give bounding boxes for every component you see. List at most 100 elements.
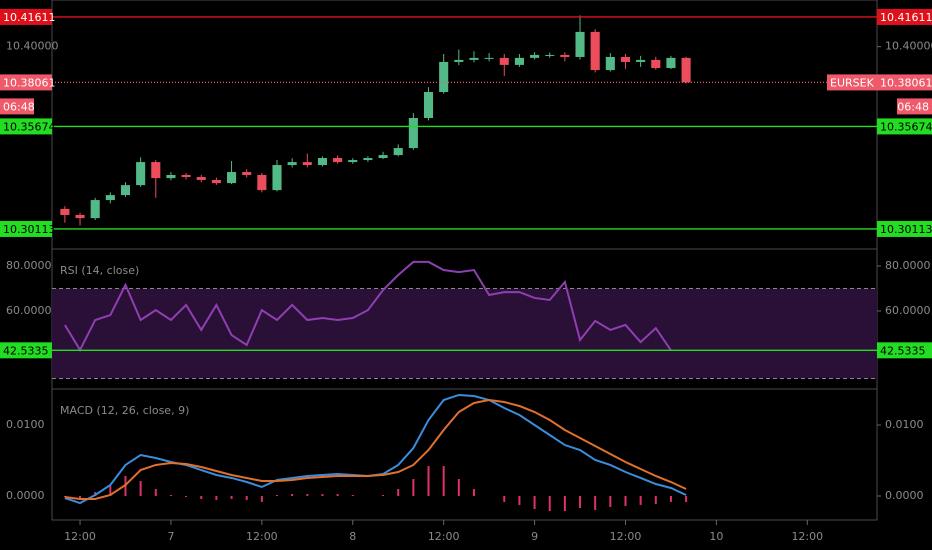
candle-body xyxy=(545,54,555,56)
candle-body xyxy=(605,56,615,71)
candle-body xyxy=(287,162,297,166)
candle-body xyxy=(514,57,524,65)
y-tick-label-left: 0.0000 xyxy=(6,489,45,502)
histogram-bar xyxy=(245,496,248,501)
candle-body xyxy=(363,158,373,161)
level-label-right: 10.38061 xyxy=(880,76,932,89)
candle-body xyxy=(120,185,131,196)
candle-body xyxy=(666,57,676,69)
histogram-bar xyxy=(306,494,309,497)
candle-body xyxy=(136,162,146,186)
symbol-label-box xyxy=(827,74,877,91)
histogram-bar xyxy=(200,496,203,499)
histogram-bar xyxy=(548,496,551,511)
candle-body xyxy=(75,214,85,219)
candle-body xyxy=(681,57,691,83)
histogram-bar xyxy=(579,496,582,509)
histogram-bar xyxy=(609,496,612,508)
x-tick-label: 12:00 xyxy=(610,530,642,543)
y-tick-label-right: 80.0000 xyxy=(885,259,931,272)
y-tick-label-left: 10.40000 xyxy=(6,40,59,53)
level-label-right-box xyxy=(877,118,932,135)
histogram-bar xyxy=(276,495,278,497)
plot-frame xyxy=(51,0,878,521)
level-label-left: 10.35674 xyxy=(3,120,56,133)
candle-body xyxy=(636,59,646,62)
candle-body xyxy=(620,56,631,62)
indicator-line xyxy=(64,398,687,500)
histogram-bar xyxy=(139,481,142,497)
histogram-bar xyxy=(427,466,430,497)
x-tick-label: 7 xyxy=(167,530,174,543)
countdown-left: 06:48 xyxy=(3,100,35,113)
level-label-left-box xyxy=(0,8,52,25)
level-label-left: 10.30113 xyxy=(3,223,56,236)
histogram-bar xyxy=(215,496,218,500)
y-tick-label-right: 0.0100 xyxy=(885,418,924,431)
candle-body xyxy=(196,177,206,180)
countdown-right: 06:48 xyxy=(897,100,929,113)
histogram-bar xyxy=(230,496,233,499)
candle-body xyxy=(242,172,252,175)
level-label-right-box xyxy=(877,8,932,25)
candle-body xyxy=(302,162,312,166)
countdown-right-box xyxy=(897,98,932,115)
candle-body xyxy=(469,57,479,60)
candle-body xyxy=(590,31,600,71)
candle-body xyxy=(651,59,661,69)
histogram-bar xyxy=(291,493,294,497)
histogram-bar xyxy=(154,489,157,497)
candle-body xyxy=(181,174,191,178)
y-tick-label-right: 60.0000 xyxy=(885,304,931,317)
histogram-bar xyxy=(624,496,627,507)
histogram-bar xyxy=(472,489,475,497)
histogram-bar xyxy=(533,496,536,509)
histogram-bar xyxy=(351,495,354,497)
x-tick-label: 9 xyxy=(531,530,538,543)
histogram-bar xyxy=(63,496,66,497)
level-label-right: 10.35674 xyxy=(880,120,932,133)
histogram-bar xyxy=(685,496,688,503)
histogram-bar xyxy=(457,478,460,497)
level-label-right: 10.30113 xyxy=(880,223,932,236)
histogram-bar xyxy=(185,496,188,497)
histogram-bar xyxy=(654,496,657,505)
x-tick-label: 12:00 xyxy=(64,530,96,543)
x-tick-label: 8 xyxy=(349,530,356,543)
level-label-left-box xyxy=(0,118,52,135)
pane-title: MACD (12, 26, close, 9) xyxy=(60,404,189,417)
candle-body xyxy=(227,172,237,184)
level-label-left: 42.5335 xyxy=(3,344,49,357)
level-label-right: 10.41611 xyxy=(880,11,932,24)
pane-title: RSI (14, close) xyxy=(60,264,139,277)
histogram-bar xyxy=(109,485,112,497)
x-tick-label: 12:00 xyxy=(428,530,460,543)
candle-body xyxy=(348,160,358,163)
histogram-bar xyxy=(563,496,566,512)
level-label-left-box xyxy=(0,74,52,91)
x-tick-label: 12:00 xyxy=(246,530,278,543)
candle-body xyxy=(272,165,282,191)
rsi-band xyxy=(52,288,877,379)
candle-body xyxy=(151,162,161,179)
candle-body xyxy=(211,179,221,184)
indicator-line xyxy=(64,260,672,353)
x-tick-label: 10 xyxy=(709,530,723,543)
candle-body xyxy=(90,200,100,219)
histogram-bar xyxy=(336,494,339,497)
y-tick-label-left: 0.0100 xyxy=(6,418,45,431)
y-tick-label-right: 0.0000 xyxy=(885,489,924,502)
candle-body xyxy=(560,54,570,57)
histogram-bar xyxy=(594,496,597,510)
candle-body xyxy=(105,195,115,201)
candle-body xyxy=(378,155,388,159)
candle-body xyxy=(499,57,509,65)
x-tick-label: 12:00 xyxy=(791,530,823,543)
y-tick-label-left: 80.0000 xyxy=(6,259,52,272)
candle-body xyxy=(166,174,176,179)
y-tick-label-right: 10.40000 xyxy=(885,40,932,53)
histogram-bar xyxy=(382,495,385,497)
level-label-left: 10.38061 xyxy=(3,76,56,89)
candle-body xyxy=(60,208,70,215)
